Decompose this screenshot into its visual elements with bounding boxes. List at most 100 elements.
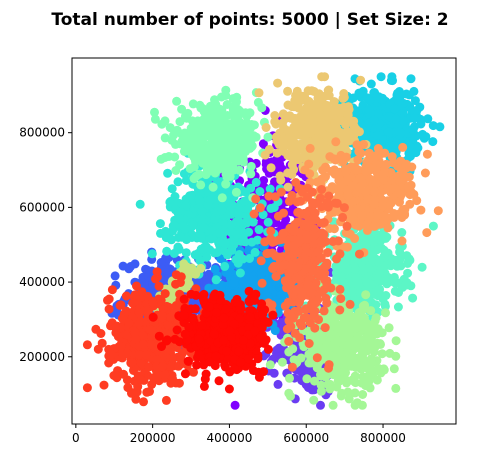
data-point (315, 193, 325, 203)
data-point (239, 142, 249, 151)
data-point (317, 287, 326, 297)
data-point (278, 220, 288, 230)
data-point (313, 93, 323, 103)
data-point (263, 248, 273, 258)
data-point (376, 339, 385, 349)
data-point (245, 254, 254, 263)
data-point (398, 116, 408, 126)
data-point (243, 204, 253, 214)
data-point (147, 380, 157, 389)
data-point (373, 109, 383, 119)
data-point (283, 86, 293, 96)
data-point (220, 261, 230, 271)
data-point (197, 206, 207, 216)
data-point (294, 274, 304, 284)
data-point (258, 139, 268, 149)
data-point (396, 128, 406, 138)
data-point (320, 323, 330, 333)
data-point (256, 256, 266, 266)
data-point (278, 109, 288, 119)
data-point (161, 226, 171, 236)
data-point (343, 191, 353, 201)
data-point (391, 383, 401, 393)
data-point (364, 104, 374, 114)
data-point (261, 123, 271, 132)
data-point (313, 295, 323, 305)
data-point (201, 243, 211, 253)
data-point (416, 205, 426, 215)
data-point (365, 174, 375, 184)
data-point (343, 387, 353, 397)
data-point (355, 173, 365, 183)
data-point (311, 154, 321, 164)
data-point (406, 180, 416, 190)
data-point (352, 165, 362, 175)
data-point (381, 212, 391, 222)
data-point (306, 288, 316, 298)
data-point (323, 202, 333, 212)
data-point (263, 132, 273, 142)
data-point (335, 284, 345, 294)
data-point (181, 263, 191, 273)
data-point (389, 212, 399, 222)
data-point (292, 86, 302, 96)
data-point (398, 166, 408, 176)
data-point (290, 96, 300, 106)
data-point (263, 291, 273, 301)
data-point (274, 343, 284, 353)
data-point (150, 107, 159, 117)
data-point (354, 127, 364, 137)
data-point (382, 279, 392, 289)
data-point (323, 248, 333, 257)
data-point (324, 363, 333, 373)
data-point (283, 182, 293, 192)
data-point (391, 336, 401, 346)
data-points (82, 72, 445, 410)
data-point (246, 183, 256, 193)
data-point (226, 220, 236, 230)
data-point (285, 267, 294, 277)
data-point (278, 142, 288, 151)
data-point (229, 239, 239, 249)
data-point (238, 154, 248, 164)
data-point (358, 301, 368, 311)
data-point (412, 196, 422, 206)
data-point (253, 235, 263, 245)
data-point (393, 302, 403, 312)
data-point (285, 373, 294, 383)
data-point (386, 184, 396, 194)
data-point (156, 154, 166, 164)
data-point (251, 194, 261, 204)
data-point (264, 191, 274, 201)
data-point (371, 313, 381, 323)
data-point (394, 96, 404, 106)
data-point (317, 185, 327, 194)
data-point (417, 262, 427, 272)
data-point (349, 215, 358, 224)
data-point (314, 315, 323, 325)
data-point (374, 257, 384, 267)
data-point (174, 244, 183, 254)
data-point (350, 400, 360, 410)
data-point (350, 388, 360, 398)
data-point (344, 104, 354, 114)
data-point (215, 119, 225, 128)
data-point (160, 133, 170, 143)
data-point (304, 339, 314, 348)
data-point (354, 147, 364, 156)
data-point (186, 191, 196, 201)
data-point (225, 197, 235, 207)
data-point (342, 378, 351, 388)
data-point (373, 144, 383, 153)
data-point (272, 148, 282, 158)
data-point (164, 152, 174, 161)
data-point (316, 371, 326, 381)
data-point (280, 301, 290, 311)
data-point (278, 228, 288, 238)
data-point (249, 209, 259, 219)
data-point (199, 107, 209, 117)
data-point (244, 215, 254, 225)
data-point (367, 365, 377, 375)
data-point (260, 150, 270, 160)
